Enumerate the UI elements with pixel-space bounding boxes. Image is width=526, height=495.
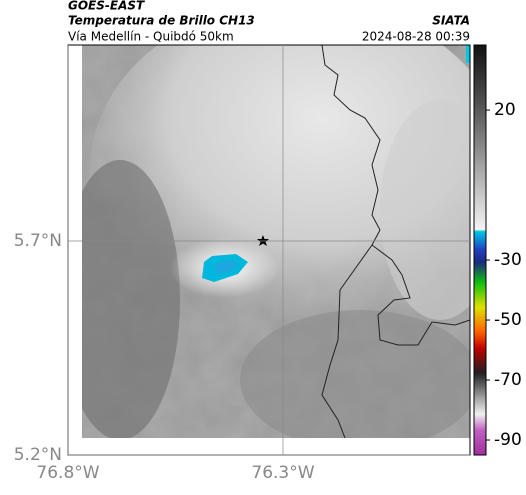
lon-tick-label: 76.8°W — [36, 463, 99, 483]
satellite-image — [82, 45, 470, 438]
timestamp: 2024-08-28 00:39 — [362, 30, 470, 44]
colorbar-tick-label: -50 — [494, 310, 522, 330]
route: Vía Medellín - Quibdó 50km — [68, 30, 234, 44]
location-marker — [257, 235, 269, 246]
colorbar-tick-label: -70 — [494, 370, 522, 390]
colorbar-tick-label: 20 — [494, 100, 516, 120]
subtitle: Temperatura de Brillo CH13 — [68, 14, 255, 28]
colorbar — [473, 44, 487, 456]
border — [321, 244, 373, 438]
title: GOES-EAST — [68, 0, 145, 13]
lat-tick-label: 5.2°N — [14, 445, 62, 465]
source: SIATA — [432, 14, 470, 28]
colorbar-tick-label: -90 — [494, 430, 522, 450]
colorbar-tick-label: -30 — [494, 250, 522, 270]
lon-tick-label: 76.3°W — [251, 463, 314, 483]
lat-tick-label: 5.7°N — [14, 231, 62, 251]
